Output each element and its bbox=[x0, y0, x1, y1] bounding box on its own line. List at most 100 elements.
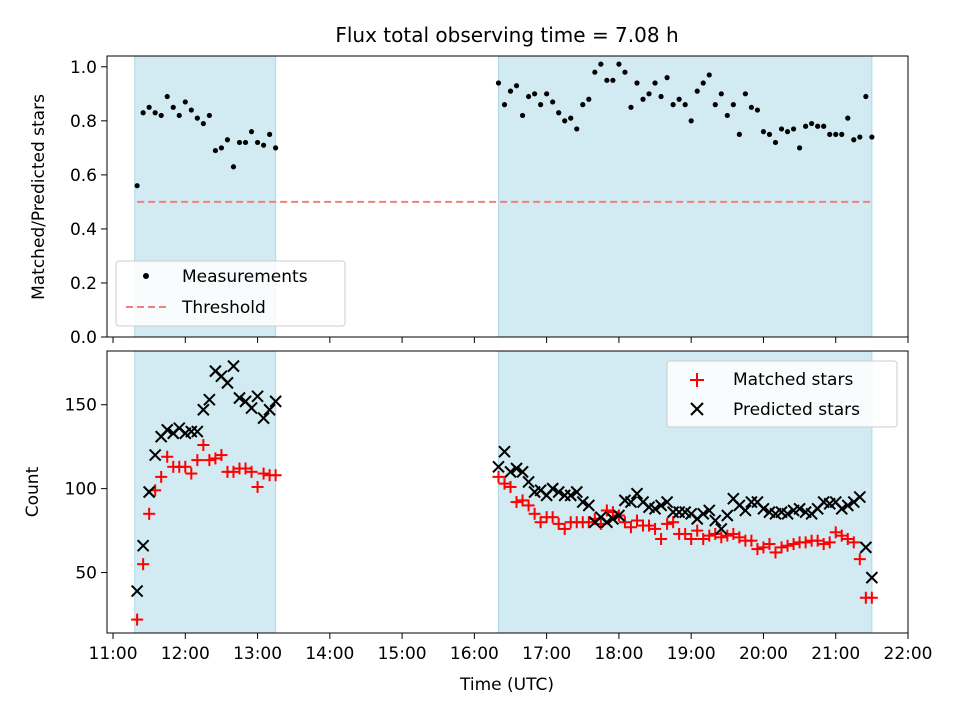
matched-point bbox=[811, 534, 824, 547]
bottom-y-axis: 50 100 150 bbox=[65, 396, 107, 584]
matched-point bbox=[522, 499, 535, 512]
matched-point bbox=[197, 439, 210, 451]
predicted-point bbox=[492, 460, 505, 474]
top-y-tick-label: 0.4 bbox=[70, 220, 97, 240]
measurement-point bbox=[194, 115, 200, 121]
x-tick-label: 13:00 bbox=[233, 644, 282, 664]
matched-point bbox=[757, 541, 770, 554]
measurement-point bbox=[730, 102, 736, 108]
measurement-point bbox=[501, 102, 508, 108]
x-tick-label: 20:00 bbox=[739, 644, 788, 664]
predicted-point bbox=[546, 482, 559, 495]
measurement-point bbox=[580, 102, 586, 108]
predicted-point bbox=[269, 395, 282, 408]
measurement-point bbox=[790, 126, 797, 132]
measurement-point bbox=[260, 142, 267, 148]
measurement-point bbox=[658, 93, 664, 100]
measurement-point bbox=[839, 131, 845, 137]
x-tick-label: 18:00 bbox=[594, 644, 643, 664]
measurement-point bbox=[592, 69, 598, 75]
measurement-point bbox=[170, 104, 176, 110]
matched-point bbox=[655, 533, 668, 545]
measurement-point bbox=[525, 93, 532, 100]
predicted-point bbox=[648, 502, 662, 515]
matched-point bbox=[582, 516, 595, 529]
top-y-tick-label: 0.0 bbox=[70, 328, 97, 348]
matched-point bbox=[161, 450, 174, 463]
bottom-plot-frame bbox=[106, 350, 909, 634]
legend-marker-measurements bbox=[143, 273, 149, 279]
measurement-point bbox=[622, 69, 628, 75]
measurement-point bbox=[158, 112, 164, 119]
matched-point bbox=[624, 521, 637, 534]
measurement-point bbox=[176, 112, 182, 119]
legend-label-measurements: Measurements bbox=[182, 267, 308, 287]
predicted-point bbox=[203, 393, 216, 406]
predicted-point bbox=[841, 499, 854, 512]
shaded-interval-1 bbox=[497, 55, 873, 338]
measurement-point bbox=[646, 91, 652, 97]
top-plot-frame bbox=[106, 55, 909, 338]
legend-label-threshold: Threshold bbox=[181, 298, 266, 318]
measurement-point bbox=[556, 110, 562, 116]
predicted-point bbox=[612, 509, 626, 522]
matched-point bbox=[727, 527, 740, 540]
matched-point bbox=[799, 536, 812, 549]
measurement-point bbox=[688, 118, 694, 124]
measurement-point bbox=[724, 112, 730, 119]
matched-point bbox=[185, 467, 198, 480]
matched-point bbox=[643, 519, 656, 532]
x-tick-label: 14:00 bbox=[305, 644, 354, 664]
matched-point bbox=[131, 613, 144, 626]
predicted-point bbox=[660, 495, 674, 509]
measurement-point bbox=[206, 112, 212, 119]
measurement-point bbox=[532, 91, 538, 97]
x-tick-label: 11:00 bbox=[89, 644, 138, 664]
matched-point bbox=[600, 504, 613, 517]
measurement-point bbox=[652, 80, 658, 86]
matched-point bbox=[546, 511, 559, 524]
predicted-point bbox=[516, 465, 529, 479]
measurement-point bbox=[640, 96, 646, 102]
x-tick-label: 22:00 bbox=[884, 644, 933, 664]
measurement-point bbox=[242, 139, 249, 146]
matched-point bbox=[649, 522, 662, 535]
top-y-tick-label: 1.0 bbox=[70, 58, 97, 78]
predicted-point bbox=[600, 516, 614, 529]
predicted-point bbox=[739, 504, 752, 517]
matched-point bbox=[245, 465, 258, 478]
predicted-point bbox=[197, 403, 210, 416]
measurement-point bbox=[616, 61, 622, 67]
matched-point bbox=[703, 529, 716, 542]
predicted-point bbox=[721, 509, 734, 522]
predicted-point bbox=[552, 485, 565, 499]
predicted-point bbox=[654, 499, 668, 512]
measurement-point bbox=[754, 107, 761, 113]
measurement-point bbox=[628, 104, 634, 110]
measurement-point bbox=[134, 183, 140, 189]
predicted-point bbox=[498, 445, 511, 458]
measurement-point bbox=[863, 93, 869, 100]
measurement-point bbox=[827, 131, 833, 137]
predicted-point bbox=[606, 512, 620, 526]
matched-point bbox=[679, 527, 692, 540]
predicted-point bbox=[853, 490, 867, 504]
measurement-point bbox=[182, 99, 188, 105]
measurement-point bbox=[712, 102, 718, 108]
predicted-point bbox=[709, 514, 722, 527]
matched-point bbox=[715, 531, 728, 544]
measurement-point bbox=[519, 112, 526, 119]
top-y-axis-label: Matched/Predicted stars bbox=[29, 94, 49, 300]
predicted-point bbox=[570, 485, 583, 499]
measurement-point bbox=[254, 139, 261, 146]
matched-point bbox=[733, 531, 746, 544]
measurement-point bbox=[634, 80, 640, 86]
matched-point bbox=[143, 507, 156, 520]
measurement-point bbox=[513, 83, 520, 89]
matched-point bbox=[239, 462, 252, 475]
predicted-point bbox=[510, 462, 523, 475]
matched-point bbox=[751, 543, 764, 556]
matched-point bbox=[847, 536, 860, 549]
predicted-point bbox=[148, 448, 162, 462]
predicted-point bbox=[257, 411, 270, 425]
